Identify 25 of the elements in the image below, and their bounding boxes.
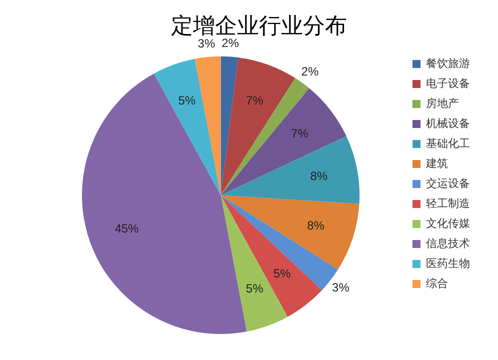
data-label: 45% <box>114 221 140 236</box>
data-label: 2% <box>222 36 240 50</box>
data-label: 8% <box>307 218 325 232</box>
legend-label: 医药生物 <box>426 256 470 270</box>
data-label: 5% <box>273 266 292 280</box>
legend-label: 建筑 <box>425 156 448 170</box>
data-label: 3% <box>198 36 216 50</box>
data-label: 3% <box>332 280 350 295</box>
legend-label: 餐饮旅游 <box>426 56 470 70</box>
legend-label: 文化传媒 <box>426 216 470 230</box>
legend-label: 机械设备 <box>426 116 470 130</box>
legend-label: 综合 <box>426 276 448 290</box>
data-label: 7% <box>246 93 264 108</box>
data-label: 8% <box>310 168 328 183</box>
chart-title: 定增企业行业分布 <box>171 14 347 39</box>
legend-label: 房地产 <box>426 96 459 110</box>
data-label: 5% <box>246 282 264 296</box>
data-label: 5% <box>178 93 196 108</box>
legend-label: 交运设备 <box>426 176 470 190</box>
legend-label: 电子设备 <box>426 76 470 90</box>
legend-label: 信息技术 <box>426 236 470 250</box>
legend-label: 基础化工 <box>426 136 470 150</box>
data-label: 2% <box>301 64 319 79</box>
legend-label: 轻工制造 <box>426 196 470 210</box>
data-label: 7% <box>291 126 309 140</box>
